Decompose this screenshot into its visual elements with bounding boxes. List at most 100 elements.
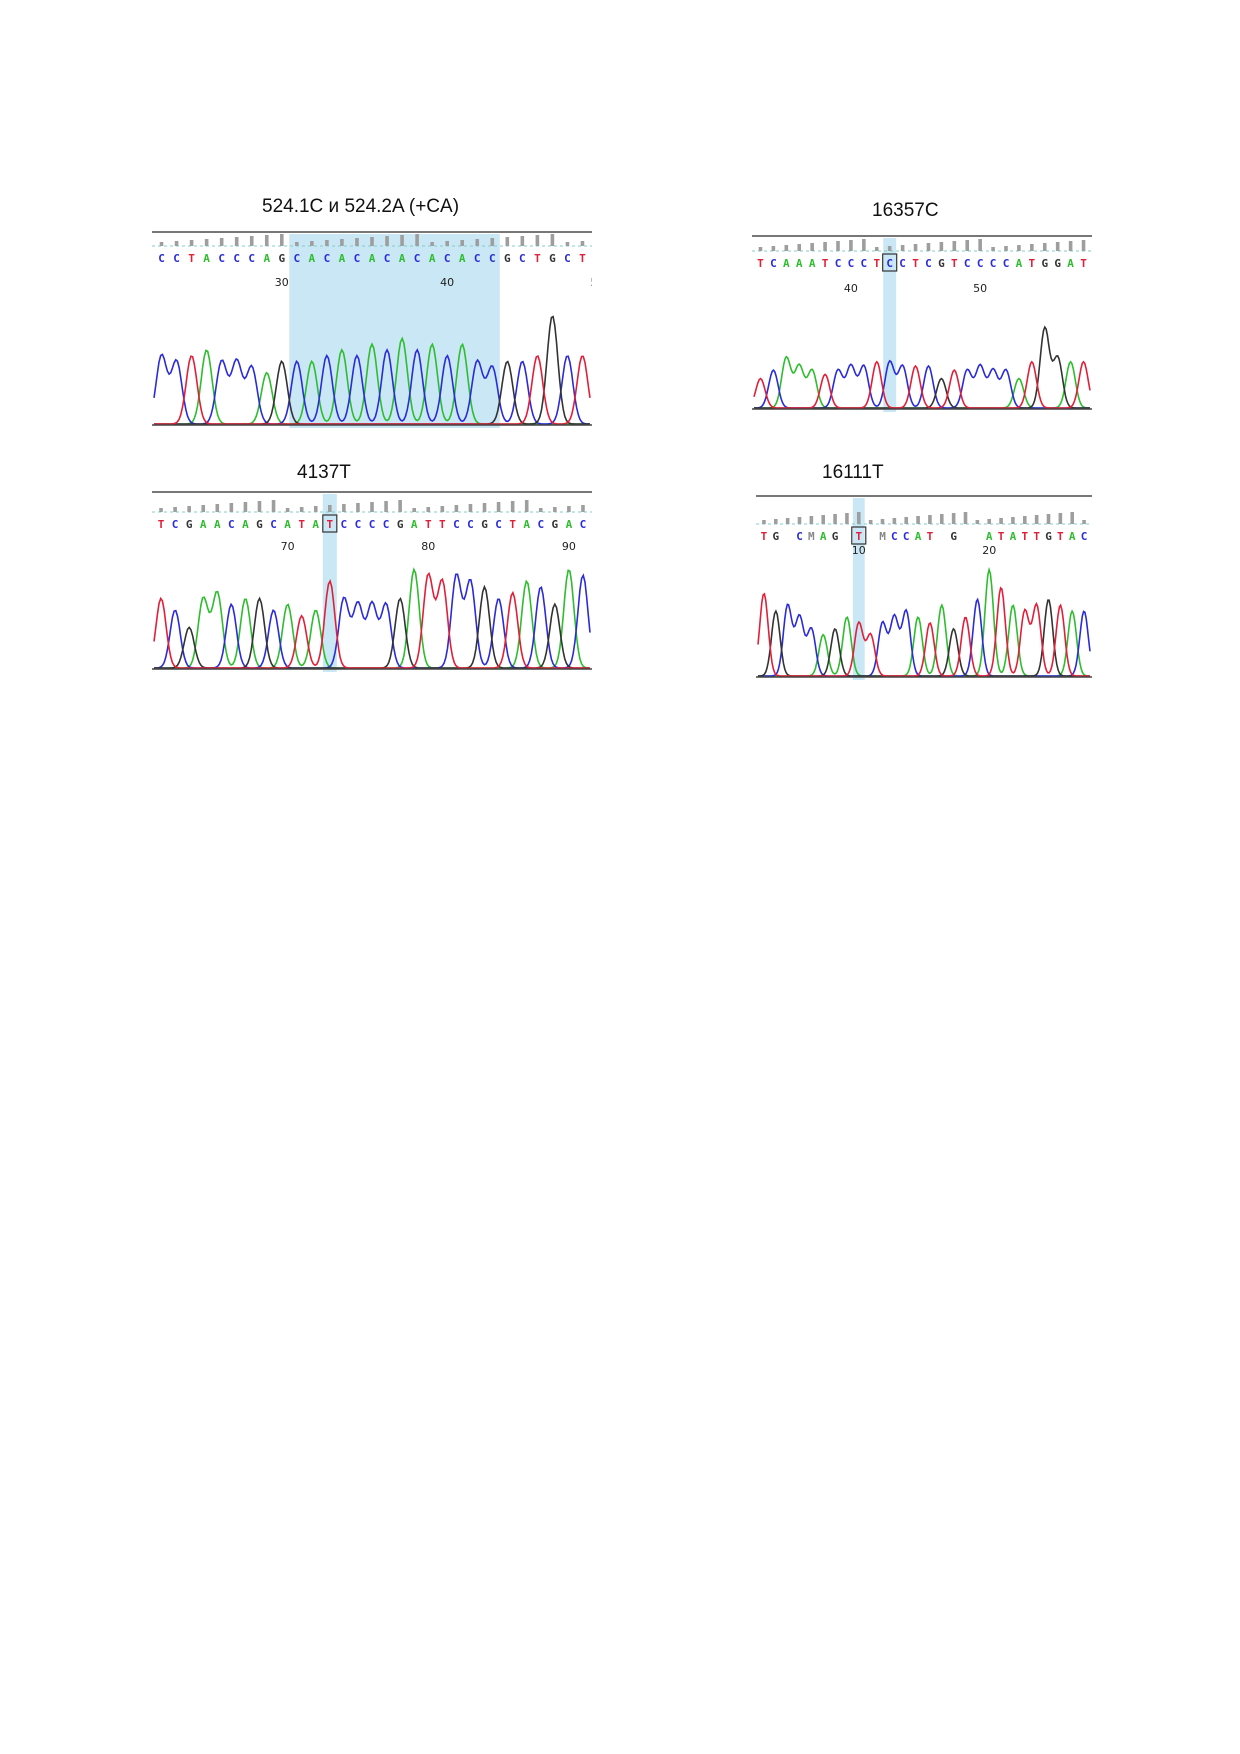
quality-bar [454, 505, 459, 512]
base-call: A [399, 252, 406, 265]
base-call: T [425, 518, 432, 531]
position-label: 50 [591, 276, 592, 289]
base-call: A [200, 518, 207, 531]
base-call: G [832, 530, 839, 543]
quality-bar [342, 504, 346, 512]
quality-bar [880, 519, 885, 524]
quality-bar [430, 242, 434, 246]
quality-bar [926, 243, 931, 251]
quality-bar [400, 235, 404, 246]
base-call: A [986, 530, 993, 543]
variant-box [322, 514, 338, 533]
base-call: C [861, 257, 868, 270]
base-call: T [761, 530, 768, 543]
chart-title: 16111T [822, 462, 884, 483]
quality-bar [229, 503, 234, 512]
base-call: G [256, 518, 263, 531]
quality-bar [445, 241, 449, 246]
base-call: M [808, 530, 815, 543]
position-label: 20 [982, 544, 996, 557]
quality-bar [821, 515, 826, 524]
quality-bar [468, 504, 473, 512]
quality-bar [370, 502, 374, 512]
variant-box [851, 526, 867, 545]
base-call: M [879, 530, 886, 543]
quality-bar [1068, 241, 1073, 251]
quality-bar [580, 241, 585, 246]
base-call: C [218, 252, 225, 265]
quality-bar [385, 236, 389, 246]
quality-bar [833, 514, 837, 524]
base-call: C [848, 257, 855, 270]
quality-bar [1042, 243, 1047, 251]
base-call: T [1080, 257, 1087, 270]
base-call: C [796, 530, 803, 543]
quality-bar [771, 246, 776, 251]
base-call: A [411, 518, 418, 531]
quality-bar [978, 239, 982, 251]
quality-bar [328, 505, 332, 512]
quality-bar [243, 502, 248, 512]
base-call: A [242, 518, 249, 531]
base-call: A [820, 530, 827, 543]
base-call: A [284, 518, 291, 531]
position-label: 40 [844, 282, 858, 295]
quality-bar [505, 237, 510, 246]
quality-bar [415, 234, 419, 246]
chart-title: 4137T [297, 462, 351, 483]
base-call: T [822, 257, 829, 270]
quality-bar [987, 519, 992, 524]
base-call: C [903, 530, 910, 543]
quality-bar [201, 505, 206, 512]
quality-bar [810, 243, 814, 251]
base-call: C [1081, 530, 1088, 543]
quality-bar [426, 507, 431, 512]
quality-bar [257, 501, 262, 512]
base-call: C [1003, 257, 1010, 270]
base-call: C [341, 518, 348, 531]
quality-bar [951, 513, 956, 524]
quality-bar [965, 240, 970, 251]
base-call: G [552, 518, 559, 531]
base-call: T [998, 530, 1005, 543]
chromatogram-524: CCTACCCAGCACACACACACACCGCTGCT304050 [152, 231, 592, 428]
position-label: 80 [421, 540, 435, 553]
base-call: T [1033, 530, 1040, 543]
quality-bar [928, 515, 932, 524]
quality-bar [535, 235, 540, 246]
quality-bar [174, 241, 179, 246]
base-call: C [580, 518, 587, 531]
quality-bar [187, 506, 191, 512]
trace-C [153, 348, 590, 425]
base-call: C [495, 518, 502, 531]
quality-bar [1055, 242, 1060, 251]
position-label: 70 [281, 540, 295, 553]
base-call: C [228, 518, 235, 531]
base-call: A [783, 257, 790, 270]
quality-bar [1081, 240, 1086, 251]
quality-bar [1034, 515, 1039, 524]
quality-bar [773, 519, 778, 524]
quality-bar [271, 500, 276, 512]
base-call: T [927, 530, 934, 543]
base-call: T [951, 257, 958, 270]
base-call: A [203, 252, 210, 265]
base-call: A [1016, 257, 1023, 270]
quality-bar [370, 237, 374, 246]
quality-bar [398, 500, 402, 512]
position-label: 10 [852, 544, 866, 557]
quality-bar [784, 245, 789, 251]
base-call: A [1010, 530, 1017, 543]
base-call: T [188, 252, 195, 265]
quality-bar [916, 516, 920, 524]
trace-T [153, 571, 590, 669]
base-call: A [309, 252, 316, 265]
quality-bar [565, 242, 570, 246]
base-call: A [369, 252, 376, 265]
base-call: C [354, 252, 361, 265]
base-call: C [537, 518, 544, 531]
base-call: A [523, 518, 530, 531]
trace-T [154, 354, 591, 425]
base-call: C [835, 257, 842, 270]
